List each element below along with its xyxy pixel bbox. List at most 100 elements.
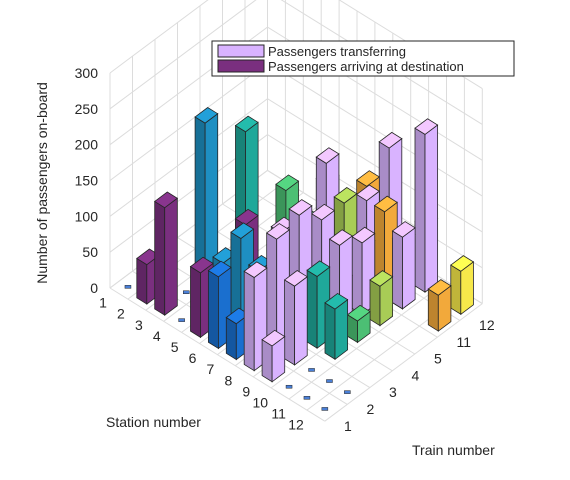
- station-tick-label: 4: [153, 328, 161, 344]
- y-axis-label: Train number: [412, 442, 495, 458]
- bar-face-front: [334, 298, 349, 361]
- bar-face-top: [189, 256, 214, 274]
- bar-transferring-s10-t11: [391, 221, 416, 310]
- bar-transferring-s8-t1: [243, 261, 268, 372]
- bar-face-left: [225, 316, 237, 361]
- bar-face-top: [194, 107, 219, 124]
- floor-marker: [308, 368, 315, 372]
- bar-face-top: [153, 191, 179, 209]
- station-tick-label: 1: [99, 295, 107, 311]
- bar-face-top: [243, 261, 268, 278]
- bar-face-top: [351, 226, 376, 244]
- bar-arriving-s3-t1: [153, 191, 179, 316]
- floor-marker: [321, 407, 329, 411]
- train-tick-label: 2: [367, 401, 375, 417]
- bar-face-left: [414, 127, 426, 293]
- legend-swatch-transferring: [217, 44, 265, 58]
- bar-train-s10-t5: [369, 270, 394, 327]
- bar-face-left: [351, 235, 363, 316]
- bar-face-top: [315, 147, 340, 164]
- bar-transferring-s10-t12: [414, 118, 439, 293]
- bar-train-s10-t4: [346, 304, 371, 344]
- legend: Passengers transferring Passengers arriv…: [211, 40, 515, 77]
- z-tick-label: 200: [75, 137, 99, 153]
- floor-grid-line: [288, 280, 447, 400]
- z-tick-label: 0: [90, 280, 98, 296]
- bar-face-left: [261, 338, 273, 383]
- floor-grid-line: [109, 287, 326, 422]
- bar-transferring-s9-t2: [283, 270, 308, 366]
- bar-face-left: [243, 270, 255, 372]
- bar-face-top: [414, 118, 439, 135]
- floor-grid-line: [324, 303, 483, 422]
- bars: [136, 107, 475, 383]
- floor-marker: [124, 285, 132, 289]
- bar-face-top: [355, 184, 381, 202]
- train-tick-label: 1: [344, 418, 352, 434]
- bar-train-s12-t11: [427, 279, 452, 332]
- bar-face-left: [369, 279, 381, 327]
- train-tick-label: 12: [479, 317, 495, 333]
- station-tick-label: 5: [171, 339, 179, 355]
- station-tick-label: 3: [135, 317, 143, 333]
- bar-face-top: [261, 329, 286, 347]
- bar-face-top: [275, 174, 300, 192]
- bar-face-top: [391, 221, 416, 238]
- bar-face-top: [306, 260, 331, 277]
- bar-face-left: [450, 264, 462, 315]
- floor-marker: [303, 396, 311, 400]
- station-tick-label: 10: [252, 394, 268, 410]
- floor-marker: [178, 318, 185, 322]
- z-tick-label: 250: [75, 101, 99, 117]
- bar-face-top: [450, 255, 475, 272]
- z-tick-label: 300: [75, 65, 99, 81]
- bar-face-top: [355, 170, 381, 187]
- bar-face-left: [306, 269, 318, 349]
- z-tick-label: 50: [82, 244, 98, 260]
- train-tick-label: 5: [434, 351, 442, 367]
- train-tick-label: 4: [412, 367, 420, 383]
- z-axis-label: Number of passengers on-board: [34, 82, 50, 284]
- floor-marker: [326, 379, 333, 383]
- station-tick-label: 2: [117, 306, 125, 322]
- bar-transferring-s9-t1: [261, 329, 286, 383]
- z-tick-label: 150: [75, 173, 99, 189]
- bar-face-left: [154, 200, 166, 316]
- train-tick-label: 11: [457, 334, 472, 350]
- floor-marker: [285, 384, 293, 389]
- bar-face-top: [234, 115, 259, 133]
- bar-face-left: [136, 257, 148, 305]
- bar-face-left: [207, 269, 219, 350]
- station-tick-label: 9: [242, 383, 250, 399]
- station-tick-label: 8: [224, 372, 232, 388]
- bar-face-left: [392, 230, 403, 310]
- legend-entry-transferring: Passengers transferring: [268, 44, 406, 59]
- bar-face-top: [333, 187, 358, 204]
- bar-face-left: [284, 279, 296, 366]
- legend-swatch-arriving: [217, 59, 265, 73]
- bar-face-front: [164, 197, 178, 316]
- bar-train-s12-t12: [450, 255, 475, 316]
- station-tick-label: 7: [207, 361, 215, 377]
- bar-face-left: [190, 265, 201, 339]
- floor-marker: [183, 290, 190, 294]
- bar-face-left: [324, 302, 336, 360]
- bar-transferring-s9-t5: [351, 226, 376, 316]
- bar-face-top: [373, 195, 398, 213]
- bar-face-top: [288, 199, 313, 216]
- bar-face-top: [328, 229, 353, 246]
- bar-face-top: [324, 292, 349, 310]
- x-axis-label: Station number: [106, 414, 201, 430]
- bar-face-top: [310, 203, 336, 221]
- bar-face-top: [230, 222, 255, 239]
- train-tick-label: 3: [389, 384, 397, 400]
- bar-face-left: [427, 288, 439, 332]
- z-tick-label: 100: [75, 208, 99, 224]
- bar-face-top: [427, 279, 452, 296]
- bar-face-front: [294, 275, 308, 366]
- legend-entry-arriving: Passengers arriving at destination: [268, 59, 464, 74]
- bar-face-top: [369, 270, 394, 287]
- bar-face-front: [424, 124, 439, 293]
